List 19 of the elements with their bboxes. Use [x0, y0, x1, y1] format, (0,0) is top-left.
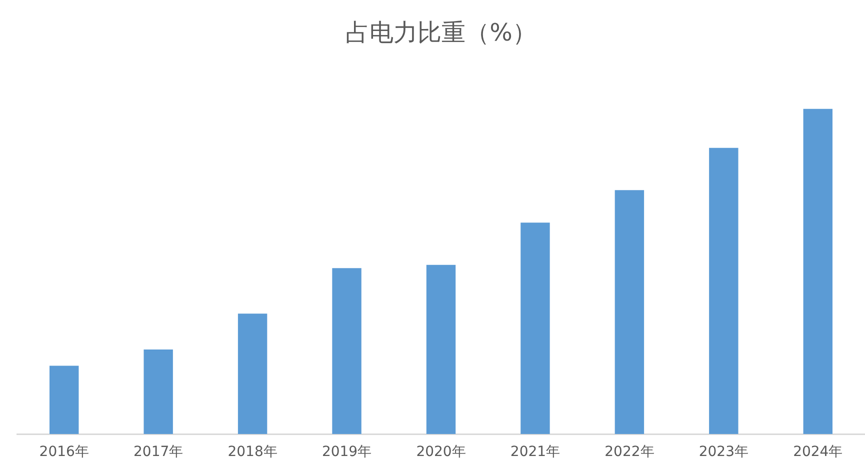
x-tick-label: 2018年	[228, 444, 278, 460]
bar	[50, 366, 79, 434]
x-tick-label: 2023年	[698, 444, 748, 460]
x-tick-label: 2017年	[134, 444, 184, 460]
bar	[614, 190, 644, 434]
x-tick-label: 2016年	[39, 444, 89, 460]
bar	[426, 264, 456, 434]
bar	[238, 314, 268, 434]
bar	[803, 108, 832, 434]
x-tick-label: 2024年	[793, 444, 843, 460]
x-tick-label: 2020年	[416, 444, 466, 460]
bar	[520, 222, 550, 434]
x-tick-label: 2019年	[322, 444, 372, 460]
chart-title: 占电力比重（%）	[346, 18, 536, 47]
bar	[144, 349, 173, 434]
bar	[709, 148, 738, 434]
x-tick-label: 2022年	[604, 444, 654, 460]
x-tick-label: 2021年	[510, 444, 560, 460]
bar	[332, 268, 362, 434]
